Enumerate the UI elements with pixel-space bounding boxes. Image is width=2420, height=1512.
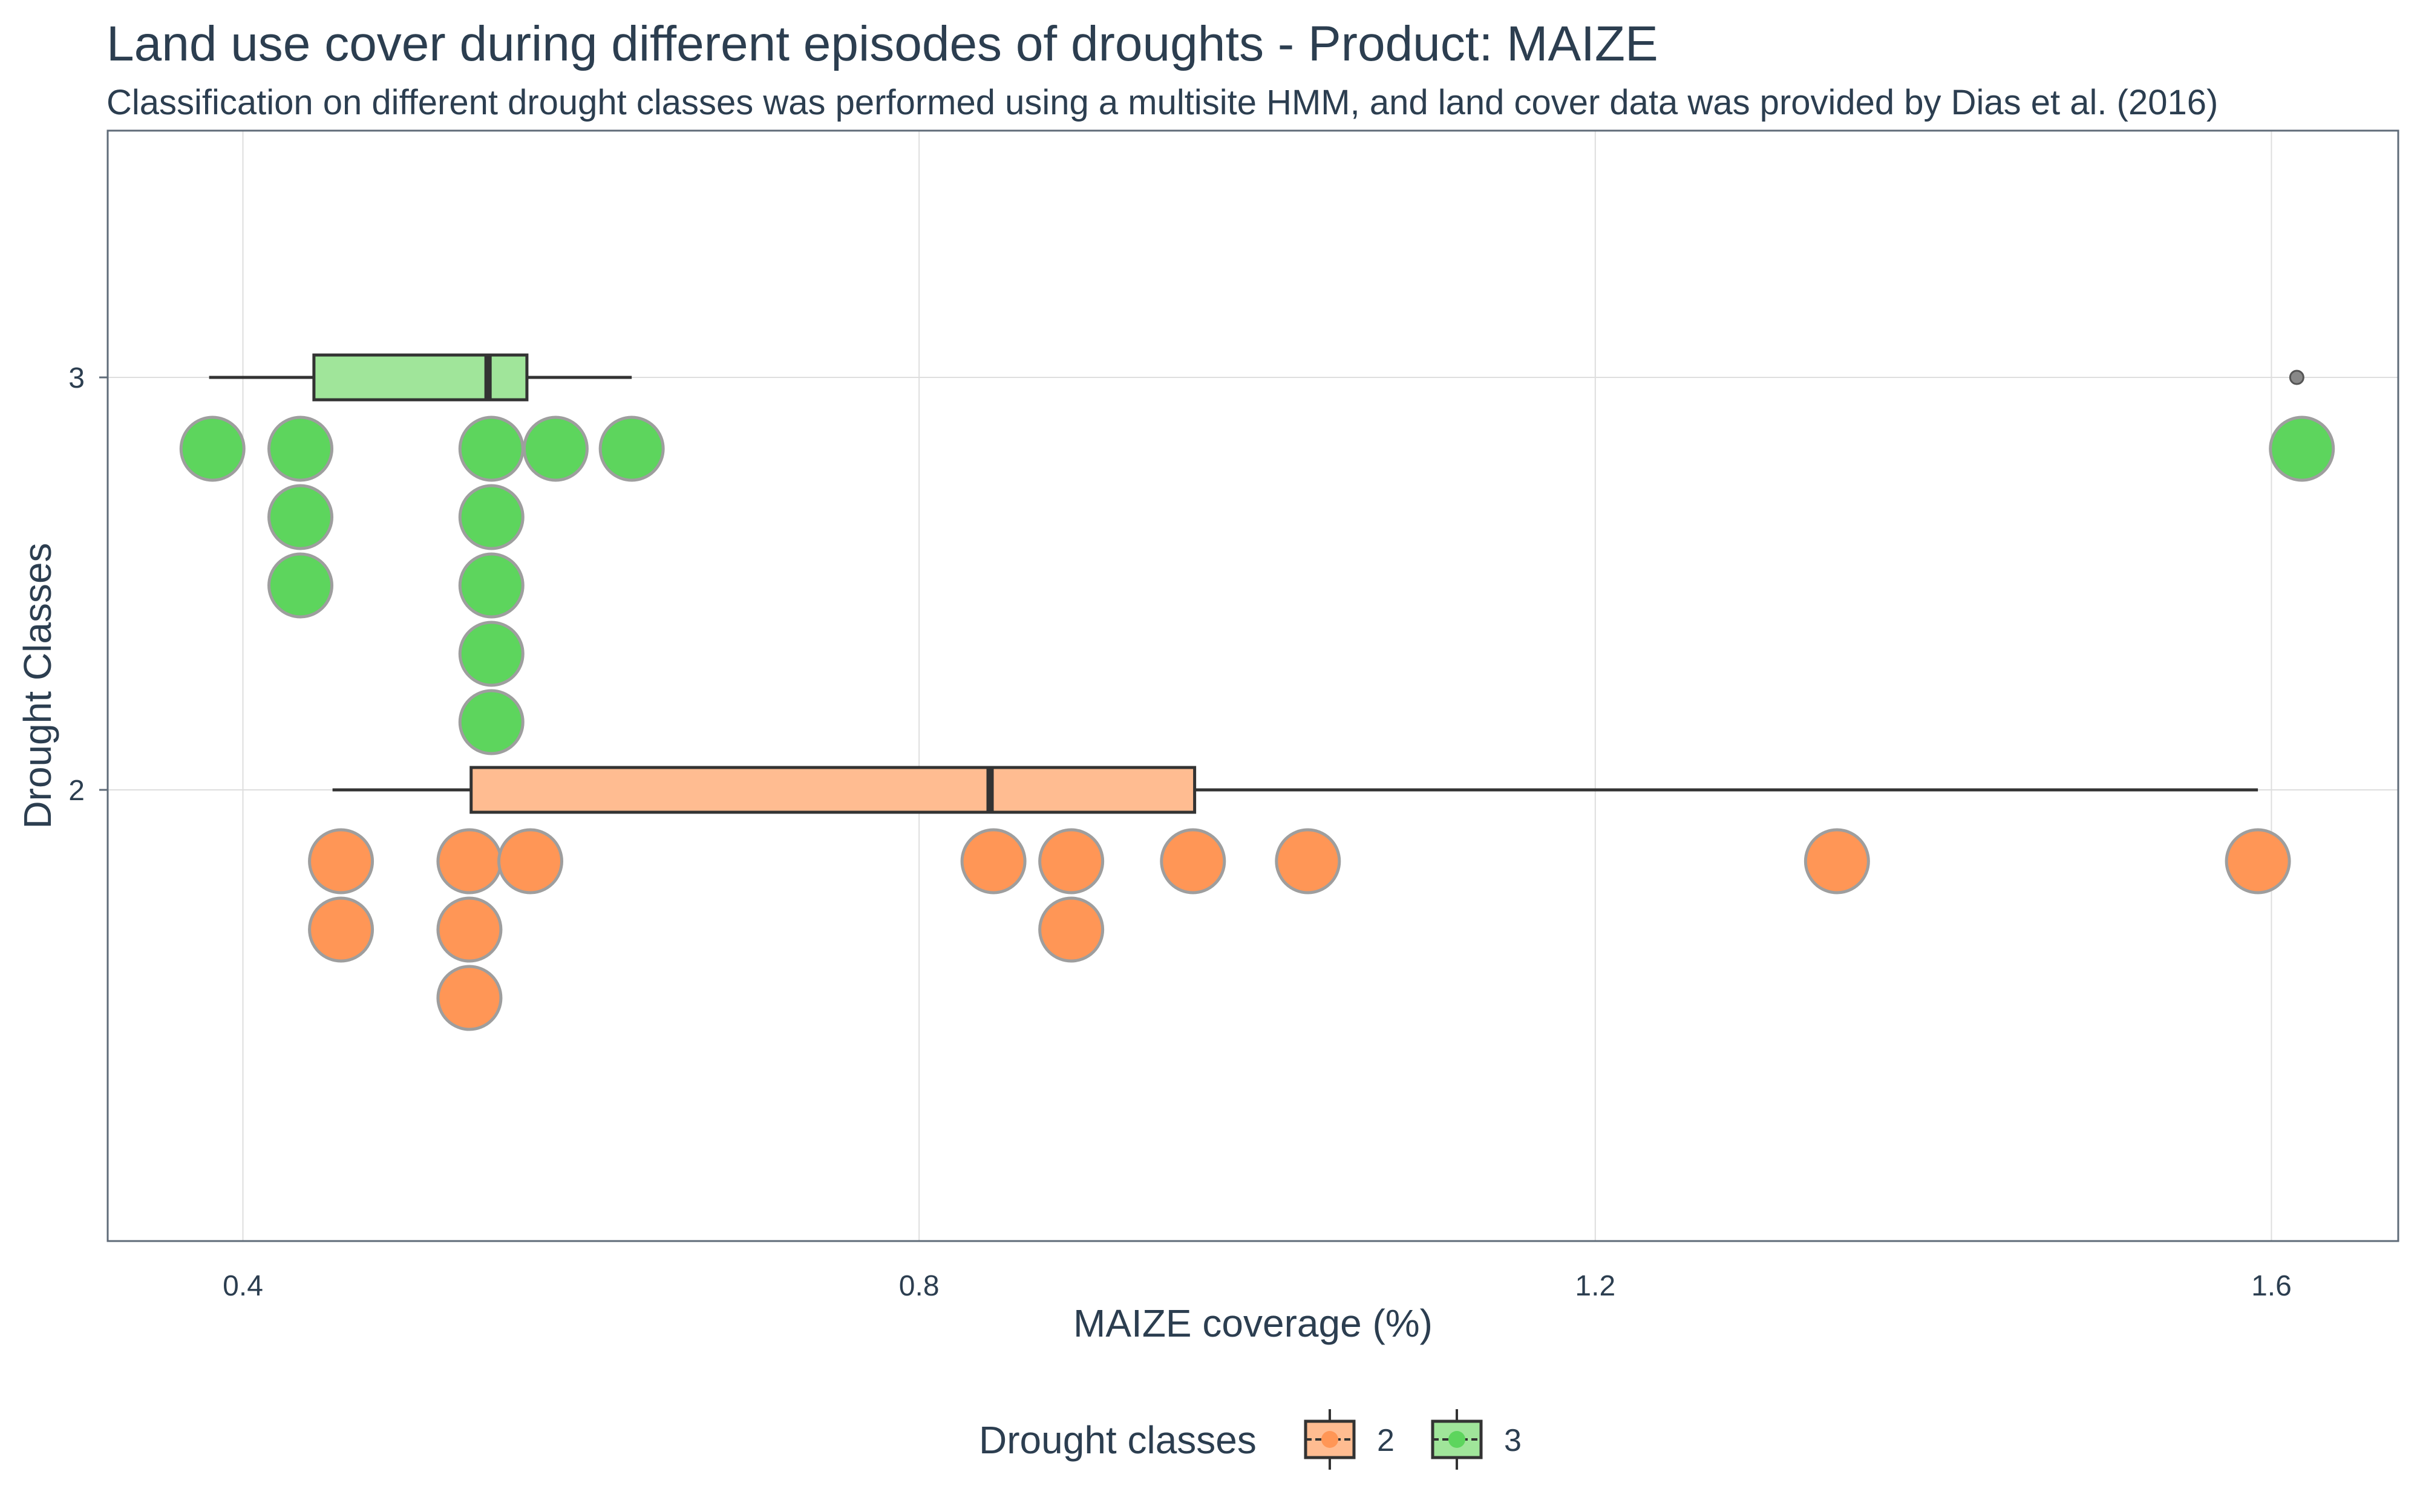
dot-layer xyxy=(179,415,2335,1031)
y-axis-title: Drought Classes xyxy=(16,543,59,829)
dot-point xyxy=(1038,896,1105,963)
x-tick-label: 0.4 xyxy=(223,1270,263,1302)
dot-point xyxy=(436,896,503,963)
dot-point xyxy=(179,415,246,482)
plot-frame xyxy=(106,129,2399,1242)
dot-point xyxy=(1038,828,1105,894)
dot-point xyxy=(1275,828,1341,894)
dot-point xyxy=(308,896,374,963)
dot-point xyxy=(2225,828,2291,894)
x-tick-label: 1.6 xyxy=(2251,1270,2292,1302)
dot-point xyxy=(458,552,525,619)
dot-point xyxy=(436,965,503,1031)
dot-point xyxy=(267,484,334,550)
outlier-point xyxy=(2289,370,2304,385)
dot-point xyxy=(308,828,374,894)
dot-point xyxy=(960,828,1027,894)
dot-point xyxy=(267,415,334,482)
x-tick-label: 0.8 xyxy=(899,1270,940,1302)
grid-layer xyxy=(108,131,2398,1241)
x-axis-title: MAIZE coverage (%) xyxy=(1073,1302,1433,1345)
legend: Drought classes 2 3 xyxy=(979,1409,1522,1470)
dot-point xyxy=(497,828,564,894)
dot-point xyxy=(522,415,589,482)
y-tick-label: 2 xyxy=(68,775,85,807)
axis-layer: 0.4 0.8 1.2 1.6 2 3 xyxy=(68,362,2292,1302)
box-layer xyxy=(209,353,2304,814)
chart-title: Land use cover during different episodes… xyxy=(106,16,1658,71)
box-iqr xyxy=(469,766,1197,814)
legend-key-dot xyxy=(1321,1431,1338,1448)
dot-point xyxy=(2269,415,2335,482)
box-iqr xyxy=(312,353,529,402)
legend-entry-label: 2 xyxy=(1377,1423,1395,1458)
dot-point xyxy=(458,621,525,687)
dot-point xyxy=(1804,828,1870,894)
dot-point xyxy=(458,689,525,755)
chart-subtitle: Classification on different drought clas… xyxy=(106,83,2219,122)
x-tick-label: 1.2 xyxy=(1575,1270,1615,1302)
dot-point xyxy=(458,484,525,550)
dot-point xyxy=(267,552,334,619)
y-tick-label: 3 xyxy=(68,362,85,394)
dot-point xyxy=(1160,828,1226,894)
legend-key-dot xyxy=(1448,1431,1465,1448)
legend-entry-label: 3 xyxy=(1504,1423,1522,1458)
dot-point xyxy=(598,415,665,482)
dot-point xyxy=(458,415,525,482)
dot-point xyxy=(436,828,503,894)
legend-title: Drought classes xyxy=(979,1418,1257,1462)
